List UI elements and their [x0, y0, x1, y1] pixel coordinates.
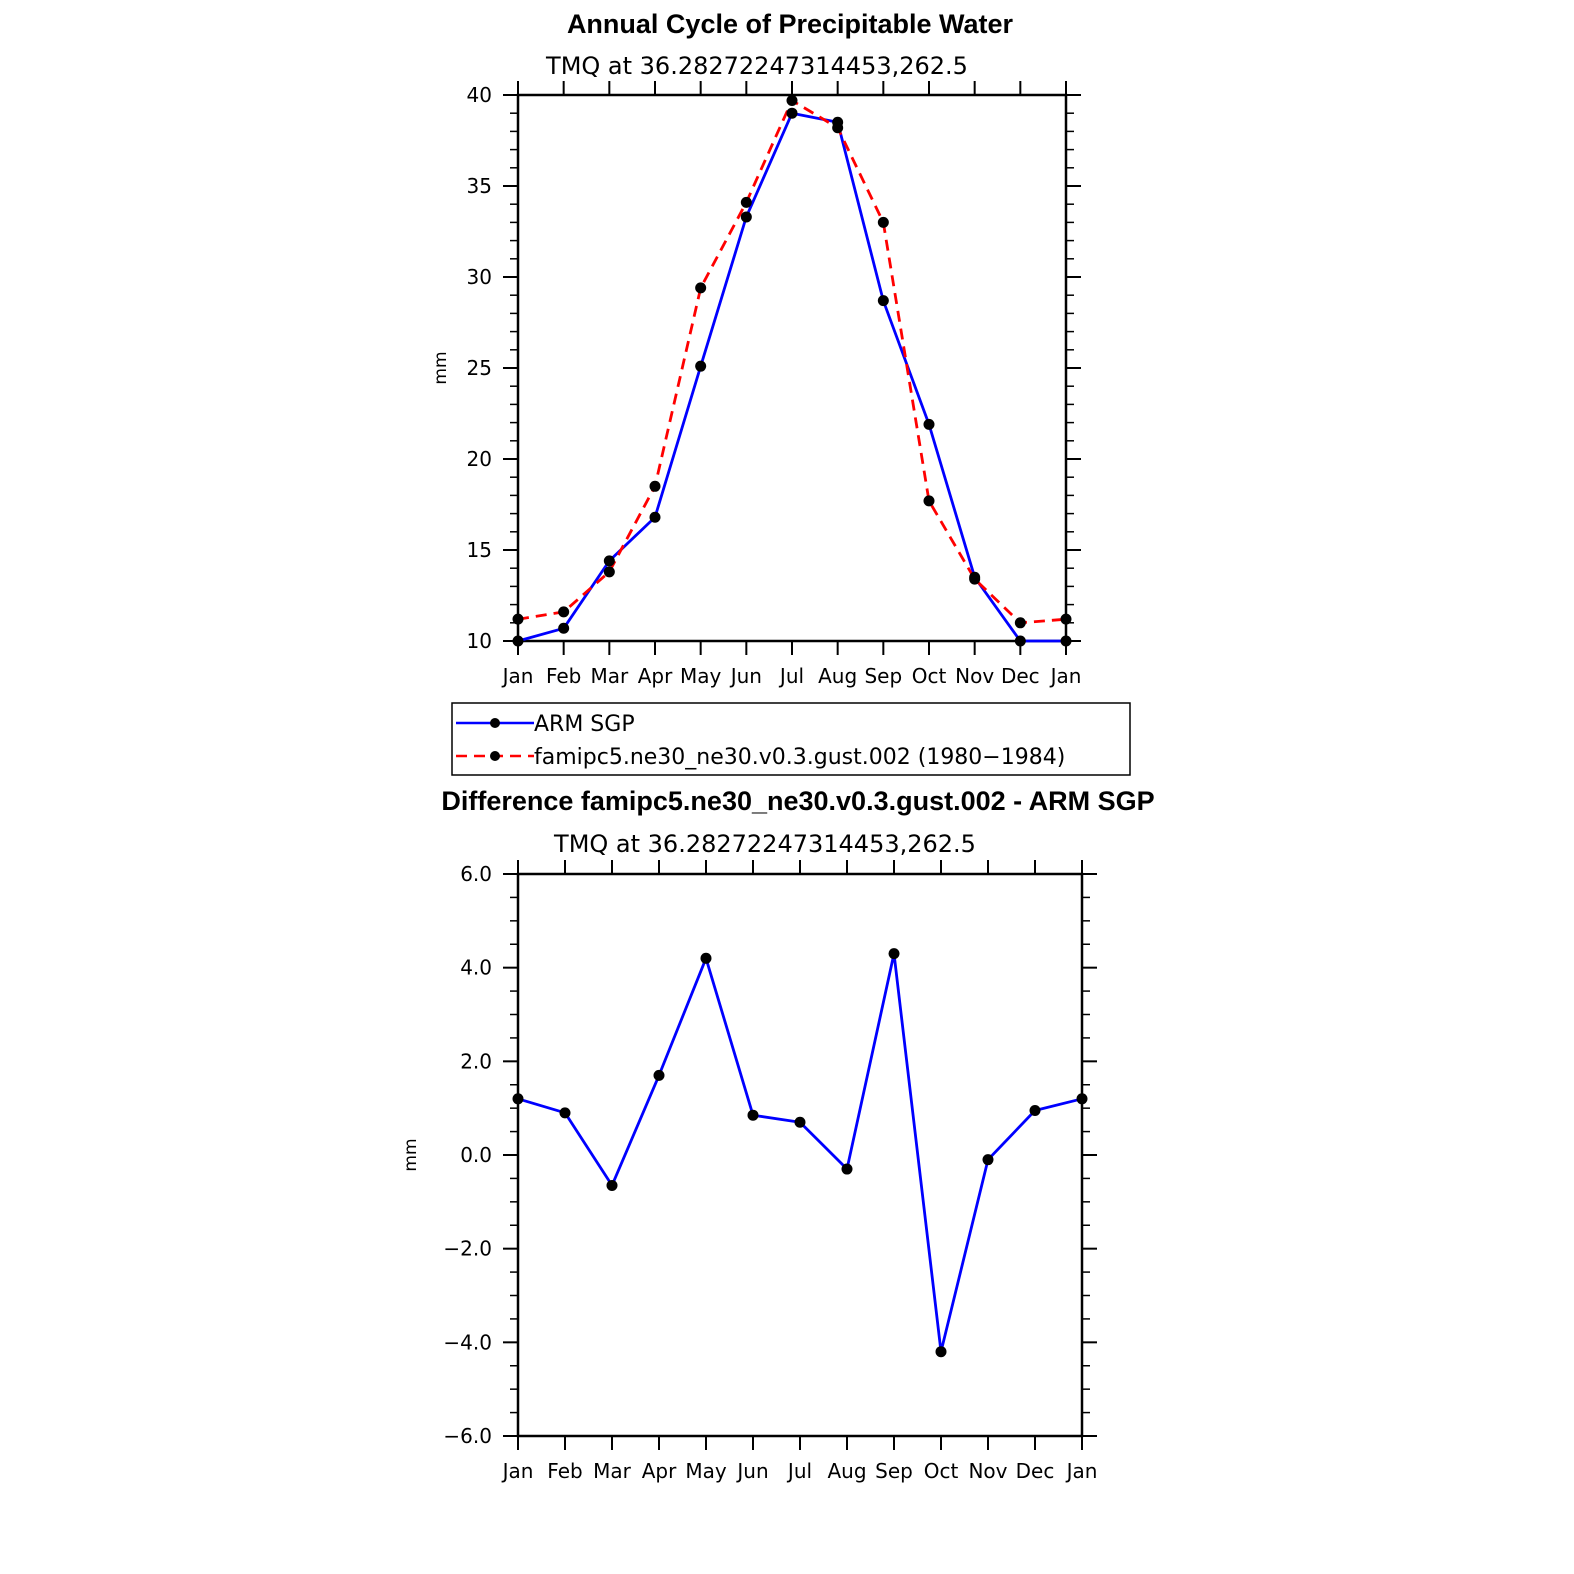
chart-1-y-tick-label: 35: [467, 174, 492, 198]
chart-2-x-tick-label: Dec: [1016, 1459, 1055, 1483]
chart-1-series-1-point: [1014, 635, 1026, 647]
chart-2-y-axis-label: mm: [401, 1138, 421, 1171]
chart-2-x-tick-label: Apr: [642, 1459, 677, 1483]
chart-2-x-tick-label: May: [685, 1459, 727, 1483]
chart-1-series-2-point: [558, 606, 570, 618]
chart-2-x-tick-label: Mar: [593, 1459, 632, 1483]
chart-1-series-1-point: [740, 211, 752, 223]
chart-1-x-tick-label: May: [680, 664, 722, 688]
chart-2-x-tick-label: Aug: [827, 1459, 866, 1483]
chart-2-series-1-point: [935, 1346, 947, 1358]
chart-1-y-tick-label: 40: [467, 83, 492, 107]
legend: ARM SGP famipc5.ne30_ne30.v0.3.gust.002 …: [451, 702, 1131, 776]
chart-2-x-tick-label: Sep: [875, 1459, 913, 1483]
chart-2-series-1-point: [794, 1116, 806, 1128]
legend-box: [451, 702, 1131, 776]
chart-1-y-tick-label: 10: [467, 629, 492, 653]
chart-1-series-2-point: [695, 282, 707, 294]
chart-1-series-2-point: [786, 94, 798, 106]
legend-item-arm-sgp: ARM SGP: [534, 712, 635, 737]
chart-1-series-2-point: [603, 566, 615, 578]
chart-1-x-tick-label: Feb: [546, 664, 581, 688]
chart-2-series-1-point: [841, 1163, 853, 1175]
chart-2-y-tick-label: 6.0: [460, 862, 492, 886]
chart-2-y-tick-label: 2.0: [460, 1049, 492, 1073]
chart-2-x-tick-label: Jan: [1065, 1459, 1098, 1483]
chart-2-series-1-point: [606, 1179, 618, 1191]
chart-1-x-tick-label: Jan: [501, 664, 534, 688]
chart-1-series-1-point: [603, 555, 615, 567]
chart-2-series-1-point: [653, 1069, 665, 1081]
chart-2-y-tick-label: 0.0: [460, 1143, 492, 1167]
chart-1-series-1-point: [558, 622, 570, 634]
chart-2-plot: −6.0 −4.0 −2.0 0.0 2.0 4.0 6.0 Jan Feb Mar Apr May J…: [443, 860, 1097, 1483]
chart-1-series-1-point: [512, 635, 524, 647]
chart-1-y-tick-label: 30: [467, 265, 492, 289]
chart-2-y-tick-label: −6.0: [443, 1424, 492, 1448]
chart-1-x-tick-label: Oct: [912, 664, 947, 688]
chart-1-x-tick-label: Mar: [590, 664, 629, 688]
chart-1-y-axis-label: mm: [431, 351, 451, 384]
chart-2-x-tick-label: Jul: [786, 1459, 812, 1483]
chart-1-series-1-point: [649, 511, 661, 523]
chart-1-series-2-point: [512, 613, 524, 625]
chart-2-x-tick-label: Jun: [735, 1459, 768, 1483]
chart-2-frame: [516, 872, 1084, 1438]
chart-2-x-tick-label: Nov: [968, 1459, 1007, 1483]
chart-1-series-2-point: [877, 216, 889, 228]
chart-1-series-1-point: [695, 360, 707, 372]
chart-1-x-tick-label: Jun: [729, 664, 762, 688]
chart-1-series-2-point: [1014, 617, 1026, 629]
chart-2-y-tick-label: −2.0: [443, 1237, 492, 1261]
chart-1-plot: 10 15 20 25 30 35 40 Jan Feb Mar Apr May Jun Jul Aug Se…: [467, 81, 1082, 688]
chart-1-series-1-point: [1060, 635, 1072, 647]
chart-2-series-1-point: [982, 1154, 994, 1166]
chart-1-y-tick-label: 20: [467, 447, 492, 471]
chart-2-series-1-line: [517, 952, 1083, 1354]
chart-1-subtitle: TMQ at 36.28272247314453,262.5: [545, 52, 968, 80]
chart-1-series-2-line: [517, 99, 1067, 625]
chart-1-frame: [516, 93, 1068, 643]
chart-2-x-tick-label: Feb: [547, 1459, 582, 1483]
chart-2-y-tick-label: 4.0: [460, 956, 492, 980]
chart-1-y-tick-label: 15: [467, 538, 492, 562]
chart-2-series-1-point: [512, 1093, 524, 1105]
chart-2-series-1-point: [1029, 1105, 1041, 1117]
legend-item-model: famipc5.ne30_ne30.v0.3.gust.002 (1980−19…: [534, 745, 1065, 770]
chart-2-y-tick-label: −4.0: [443, 1330, 492, 1354]
chart-1-title: Annual Cycle of Precipitable Water: [567, 9, 1014, 39]
chart-1-series-2-point: [969, 573, 981, 585]
chart-2-subtitle: TMQ at 36.28272247314453,262.5: [553, 830, 976, 858]
chart-2-series-1-point: [1076, 1093, 1088, 1105]
chart-1-x-tick-label: Jul: [778, 664, 804, 688]
chart-1-x-tick-label: Nov: [955, 664, 994, 688]
chart-1-series-1-point: [786, 107, 798, 119]
chart-2-x-tick-label: Jan: [501, 1459, 534, 1483]
chart-1-series-1-point: [877, 295, 889, 307]
chart-2-series-1-point: [747, 1109, 759, 1121]
chart-1-series-2-point: [1060, 613, 1072, 625]
chart-1-series-2-point: [832, 122, 844, 134]
chart-1-series-1-line: [517, 111, 1066, 643]
chart-1-x-tick-label: Dec: [1001, 664, 1040, 688]
legend-arm-marker: [490, 718, 500, 728]
chart-1-series-1-point: [923, 418, 935, 430]
chart-1-series-2-point: [649, 480, 661, 492]
chart-2-series-1-point: [700, 952, 712, 964]
chart-1-x-tick-label: Apr: [638, 664, 673, 688]
chart-2-title: Difference famipc5.ne30_ne30.v0.3.gust.0…: [441, 786, 1154, 816]
chart-2-series-1-point: [888, 948, 900, 960]
chart-1-x-tick-label: Sep: [864, 664, 902, 688]
chart-1-x-tick-label: Aug: [818, 664, 857, 688]
chart-1-y-tick-label: 25: [467, 356, 492, 380]
chart-1-x-tick-label: Jan: [1049, 664, 1082, 688]
chart-2-series-1-point: [559, 1107, 571, 1119]
chart-1-series-2-point: [740, 196, 752, 208]
legend-model-marker: [490, 751, 500, 761]
chart-2-x-tick-label: Oct: [924, 1459, 959, 1483]
chart-1-series-2-point: [923, 495, 935, 507]
